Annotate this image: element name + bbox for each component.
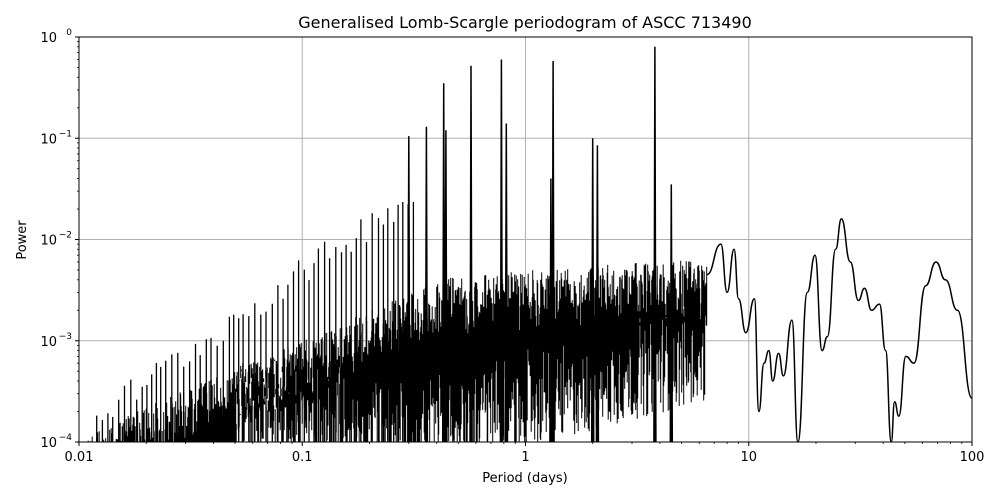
y-tick-exponent: −3 (59, 332, 72, 342)
y-tick-exponent: −1 (59, 129, 72, 139)
notable-peaks (407, 46, 674, 442)
chart-title: Generalised Lomb-Scargle periodogram of … (298, 13, 752, 32)
y-tick-label: 10 (40, 234, 57, 249)
y-tick-label: 10 (40, 132, 57, 147)
y-tick-label: 10 (40, 436, 57, 451)
x-tick-label: 1 (521, 450, 529, 465)
x-tick-label: 10 (740, 450, 757, 465)
x-tick-label: 0.1 (292, 450, 313, 465)
y-axis-label: Power (15, 220, 30, 260)
series-group (87, 46, 972, 442)
alias-peaks (96, 202, 415, 442)
power-series (87, 46, 972, 442)
x-axis-label: Period (days) (482, 471, 568, 486)
x-tick-label: 100 (960, 450, 985, 465)
y-tick-exponent: −2 (59, 231, 72, 241)
y-tick-label: 10 (40, 31, 57, 46)
y-tick-label: 10 (40, 335, 57, 350)
x-axis-ticks: 0.01 0.1 1 10 100 (65, 442, 985, 465)
x-tick-label: 0.01 (65, 450, 94, 465)
long-period-curve (706, 218, 972, 442)
y-tick-exponent: −4 (59, 433, 73, 443)
y-tick-exponent: 0 (66, 28, 72, 38)
